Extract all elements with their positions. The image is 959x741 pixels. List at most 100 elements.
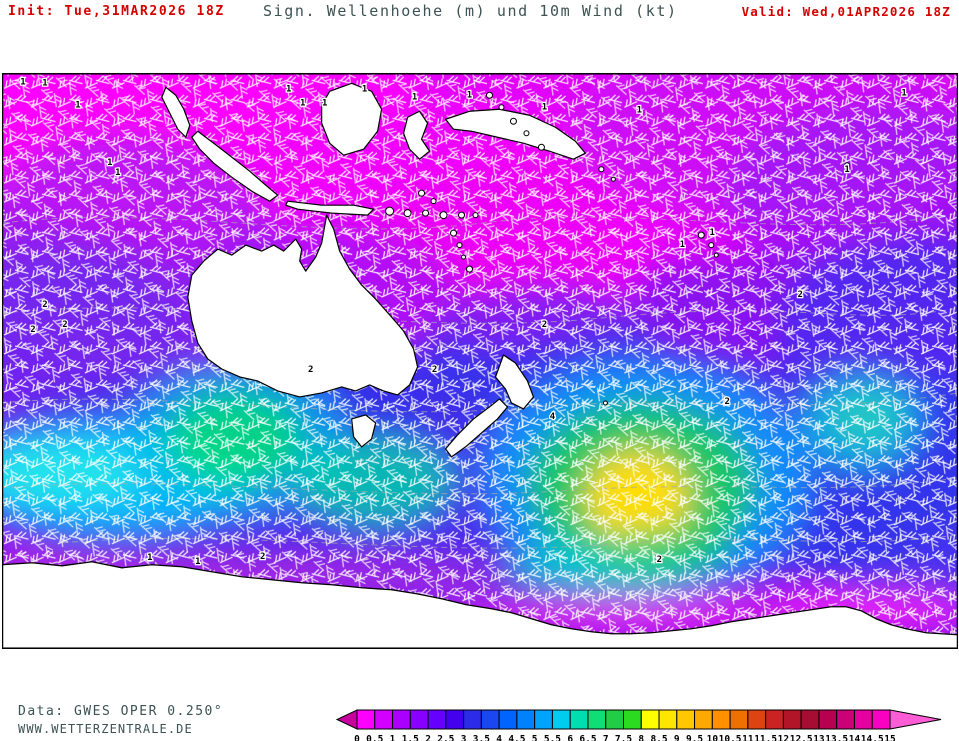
- island-dot: [498, 104, 505, 111]
- colorbar-tick-label: 9.5: [686, 734, 703, 741]
- colorbar-segment: [516, 709, 536, 730]
- contour-label: 2: [30, 325, 35, 335]
- colorbar-segment: [800, 709, 820, 730]
- colorbar-tick-label: 0: [354, 734, 360, 741]
- colorbar-tick-label: 7.5: [615, 734, 632, 741]
- landmass-borneo: [321, 82, 383, 156]
- island-dot: [697, 231, 705, 239]
- island-dot: [713, 252, 719, 258]
- colorbar-segment: [480, 709, 500, 730]
- contour-label: 1: [637, 105, 642, 115]
- valid-datetime-label: Valid: Wed,01APR2026 18Z: [741, 4, 951, 19]
- map-border: [2, 73, 958, 649]
- island-dot: [610, 176, 616, 182]
- colorbar-segment: [534, 709, 553, 730]
- contour-label: 2: [657, 555, 662, 565]
- wind-barbs-layer-2: [2, 73, 958, 649]
- contour-label: 2: [725, 397, 730, 407]
- colorbar-segment: [409, 709, 429, 730]
- colorbar-tick-label: 3.5: [473, 734, 490, 741]
- colorbar-segment: [711, 709, 731, 730]
- island-dot: [602, 400, 608, 406]
- island-dot: [385, 206, 395, 216]
- colorbar-segment: [871, 709, 891, 730]
- island-dot: [537, 143, 545, 151]
- colorbar-segment: [463, 709, 482, 730]
- colorbar-tick-label: 10: [707, 734, 719, 741]
- contour-label: 2: [260, 552, 265, 562]
- contour-label: 1: [20, 77, 25, 87]
- colorbar-right-arrow: [889, 709, 942, 730]
- landmass-sulawesi: [402, 110, 431, 160]
- island-dot: [458, 211, 466, 219]
- contour-label: 1: [107, 158, 112, 168]
- contour-label: 1: [75, 100, 80, 110]
- colorbar-segment: [765, 709, 784, 730]
- colorbar-tick-label: 13: [813, 734, 825, 741]
- island-dot: [509, 117, 517, 125]
- island-dot: [523, 130, 530, 137]
- colorbar-tick-label: 12.5: [790, 734, 813, 741]
- colorbar-tick-label: 2.5: [437, 734, 454, 741]
- colorbar-segment: [445, 709, 465, 730]
- island-dot: [430, 198, 437, 205]
- colorbar-segment: [676, 709, 696, 730]
- landmass-nz-north-island: [494, 354, 535, 410]
- colorbar-tick-label: 7: [603, 734, 609, 741]
- contour-label: 2: [308, 365, 313, 375]
- colorbar-tick-label: 12: [778, 734, 789, 741]
- small-islands: [385, 91, 851, 406]
- colorbar-tick-label: 14.5: [861, 734, 884, 741]
- colorbar-segment: [498, 709, 518, 730]
- island-dot: [485, 91, 493, 99]
- colorbar-segment: [623, 709, 642, 730]
- colorbar-segment: [356, 709, 376, 730]
- contour-label: 1: [412, 92, 417, 102]
- colorbar-legend: 0 0.5 1 1.5 2 2.5 3 3.5 4 4.5 5 5.5 6 6.5 7 7.5 8 8.5 9 9.5…: [335, 709, 942, 741]
- island-dot: [418, 189, 426, 197]
- island-dot: [461, 254, 467, 260]
- landmass-new-guinea: [444, 108, 586, 160]
- colorbar-segment: [694, 709, 713, 730]
- website-label: WWW.WETTERZENTRALE.DE: [18, 722, 193, 736]
- contour-label: 1: [42, 78, 47, 88]
- colorbar-segment: [729, 709, 749, 730]
- island-dot: [403, 209, 412, 218]
- colorbar-tick-label: 5.5: [544, 734, 561, 741]
- landmass-sumatra: [191, 130, 279, 202]
- landmass-tasmania: [351, 414, 377, 448]
- contour-label: 2: [432, 365, 437, 375]
- contour-label: 1: [286, 84, 291, 94]
- colorbar-segment: [782, 709, 802, 730]
- landmass-nz-south-island: [444, 398, 509, 458]
- island-dot: [450, 229, 458, 237]
- colorbar-tick-label: 8: [638, 734, 644, 741]
- page-title: Sign. Wellenhoehe (m) und 10m Wind (kt): [263, 2, 678, 20]
- contour-label: 2: [542, 320, 547, 330]
- colorbar-segment: [640, 709, 660, 730]
- colorbar-tick-label: 9: [674, 734, 680, 741]
- colorbar-tick-label: 2: [425, 734, 431, 741]
- colorbar-segment: [747, 709, 767, 730]
- landmass-australia: [187, 214, 419, 398]
- contour-label: 2: [62, 320, 67, 330]
- colorbar-segment: [551, 709, 571, 730]
- contour-label: 4: [550, 412, 555, 422]
- colorbar-segment: [605, 709, 625, 730]
- contour-label: 1: [195, 557, 200, 567]
- colorbar-segment: [818, 709, 838, 730]
- contour-label: 1: [115, 168, 120, 178]
- island-dot: [844, 162, 851, 169]
- init-datetime-label: Init: Tue,31MAR2026 18Z: [8, 4, 225, 19]
- contour-label: 1: [901, 88, 906, 98]
- colorbar-tick-label: 11: [742, 734, 754, 741]
- colorbar-tick-label: 1: [390, 734, 396, 741]
- colorbar-segment: [587, 709, 607, 730]
- colorbar-tick-label: 15: [884, 734, 896, 741]
- colorbar-tick-label: 5: [532, 734, 538, 741]
- colorbar-segment: [427, 709, 447, 730]
